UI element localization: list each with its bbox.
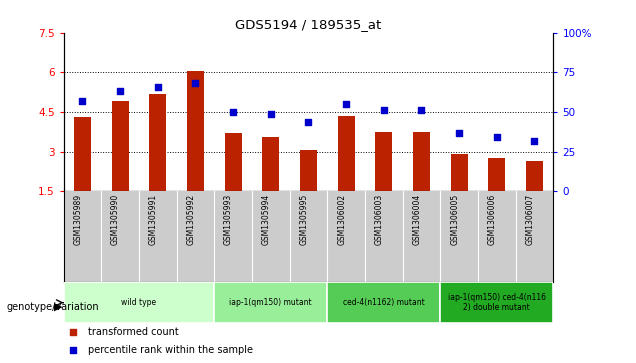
Bar [214, 282, 328, 323]
Bar [451, 154, 467, 192]
Point [378, 107, 389, 113]
Bar [300, 150, 317, 192]
Title: GDS5194 / 189535_at: GDS5194 / 189535_at [235, 19, 382, 32]
Bar [149, 94, 166, 192]
Text: percentile rank within the sample: percentile rank within the sample [88, 345, 253, 355]
Point [529, 138, 539, 143]
Text: ced-4(n1162) mutant: ced-4(n1162) mutant [343, 298, 425, 307]
Bar [187, 71, 204, 192]
Bar [225, 133, 242, 192]
Point [68, 329, 78, 335]
Text: GSM1306004: GSM1306004 [413, 194, 422, 245]
Text: iap-1(qm150) ced-4(n116
2) double mutant: iap-1(qm150) ced-4(n116 2) double mutant [448, 293, 546, 312]
Bar [375, 132, 392, 192]
Text: GSM1305993: GSM1305993 [224, 194, 233, 245]
Point [190, 81, 200, 86]
Bar [440, 282, 553, 323]
Bar [526, 161, 543, 192]
Text: GSM1305992: GSM1305992 [186, 194, 195, 245]
Point [266, 111, 276, 117]
Text: GSM1305989: GSM1305989 [73, 194, 83, 245]
Text: GSM1306005: GSM1306005 [450, 194, 459, 245]
Text: GSM1305994: GSM1305994 [262, 194, 271, 245]
Point [417, 107, 427, 113]
Point [228, 109, 238, 115]
Text: ▶: ▶ [54, 302, 62, 312]
Text: iap-1(qm150) mutant: iap-1(qm150) mutant [230, 298, 312, 307]
Text: transformed count: transformed count [88, 327, 179, 337]
Bar [338, 116, 355, 192]
Point [454, 130, 464, 136]
Point [341, 101, 351, 107]
Point [68, 347, 78, 353]
Text: GSM1305995: GSM1305995 [300, 194, 308, 245]
Point [303, 119, 314, 125]
Text: GSM1306006: GSM1306006 [488, 194, 497, 245]
Bar [413, 132, 430, 192]
Text: wild type: wild type [121, 298, 156, 307]
Point [492, 135, 502, 140]
Bar [64, 282, 214, 323]
Text: GSM1305991: GSM1305991 [149, 194, 158, 245]
Bar [112, 102, 128, 192]
Bar [328, 282, 440, 323]
Bar [488, 158, 505, 192]
Text: GSM1306003: GSM1306003 [375, 194, 384, 245]
Text: GSM1305990: GSM1305990 [111, 194, 120, 245]
Text: GSM1306002: GSM1306002 [337, 194, 346, 245]
Point [115, 89, 125, 94]
Point [78, 98, 88, 104]
Point [153, 84, 163, 90]
Bar [74, 117, 91, 192]
Text: GSM1306007: GSM1306007 [525, 194, 534, 245]
Text: genotype/variation: genotype/variation [6, 302, 99, 312]
Bar [262, 137, 279, 192]
